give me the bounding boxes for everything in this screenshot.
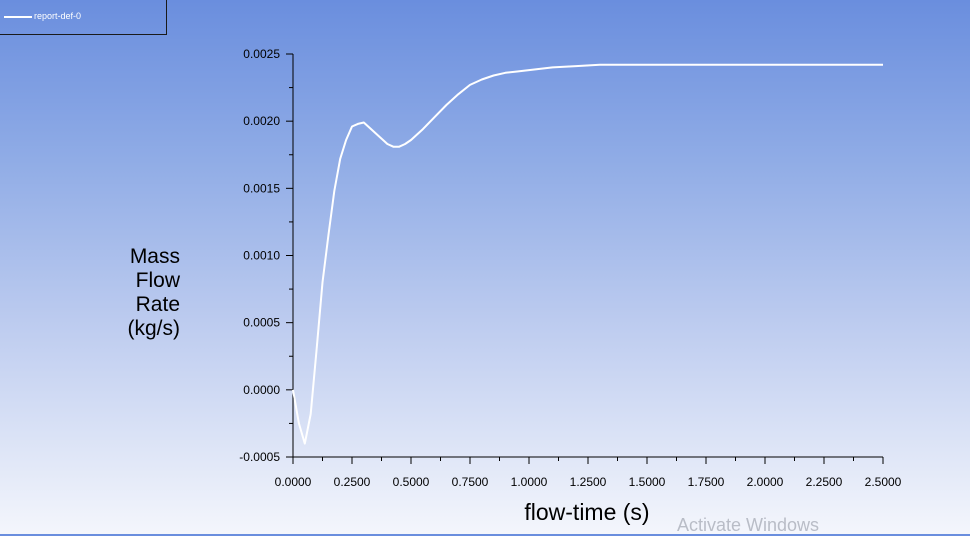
x-tick-label: 2.0000 [747,475,784,489]
y-axis-label: Mass Flow Rate (kg/s) [100,245,181,341]
y-axis-label-line: Flow [135,269,180,292]
x-axis-label: flow-time (s) [524,499,650,525]
y-tick-label: 0.0010 [243,249,280,263]
y-tick-label: 0.0025 [243,47,280,61]
x-tick-label: 0.0000 [275,475,312,489]
y-axis-label-line: Rate [135,293,180,316]
y-axis-label-line: (kg/s) [127,317,181,340]
x-tick-label: 1.7500 [688,475,725,489]
y-tick-label: 0.0000 [243,383,280,397]
x-tick-label: 1.5000 [629,475,666,489]
y-tick-label: 0.0020 [243,114,280,128]
x-tick-label: 1.0000 [511,475,548,489]
legend-label-report-def-0: report-def-0 [34,11,82,21]
x-tick-label: 0.2500 [334,475,371,489]
y-tick-label: -0.0005 [239,450,280,464]
x-tick-label: 2.5000 [865,475,902,489]
series-line-report-def-0 [292,63,883,445]
y-axis-label-line: Mass [129,245,180,268]
y-tick-label: 0.0005 [243,316,280,330]
y-tick-label: 0.0015 [243,181,280,195]
legend-swatch-report-def-0 [4,16,32,18]
x-tick-label: 1.2500 [570,475,607,489]
x-tick-label: 0.5000 [393,475,430,489]
activate-windows-watermark: Activate Windows [677,515,820,535]
legend: report-def-0 [0,0,167,35]
x-tick-label: 0.7500 [452,475,489,489]
x-tick-label: 2.2500 [806,475,843,489]
